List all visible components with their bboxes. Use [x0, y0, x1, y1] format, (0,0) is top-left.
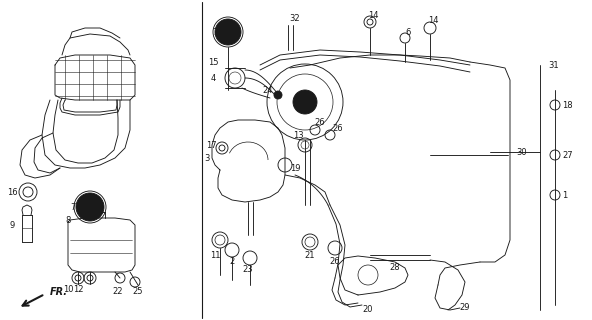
Text: 25: 25	[133, 287, 143, 297]
Text: 17: 17	[205, 140, 216, 149]
Text: 32: 32	[289, 13, 300, 22]
Text: 21: 21	[305, 251, 316, 260]
Text: 27: 27	[562, 150, 572, 159]
Text: 2: 2	[229, 258, 234, 267]
Text: 23: 23	[243, 266, 253, 275]
Text: 10: 10	[63, 285, 73, 294]
Text: 16: 16	[7, 188, 17, 196]
Text: 15: 15	[208, 58, 218, 67]
Text: 20: 20	[363, 306, 373, 315]
Text: 22: 22	[112, 286, 123, 295]
Text: 7: 7	[213, 28, 218, 36]
Text: 26: 26	[330, 258, 340, 267]
Text: 7: 7	[70, 203, 76, 212]
Circle shape	[293, 90, 317, 114]
Text: 18: 18	[562, 100, 572, 109]
Text: 19: 19	[289, 164, 300, 172]
Text: 14: 14	[368, 11, 378, 20]
Text: 1: 1	[562, 190, 567, 199]
Text: 28: 28	[390, 263, 400, 273]
Text: 6: 6	[406, 28, 411, 36]
Text: 30: 30	[517, 148, 527, 156]
Circle shape	[215, 19, 241, 45]
Text: 11: 11	[210, 251, 220, 260]
Text: 4: 4	[210, 74, 215, 83]
Text: 3: 3	[205, 154, 210, 163]
Circle shape	[76, 193, 104, 221]
Text: 26: 26	[333, 124, 343, 132]
Text: 8: 8	[65, 215, 70, 225]
Text: 24: 24	[263, 85, 274, 94]
Circle shape	[274, 91, 282, 99]
Text: 26: 26	[315, 117, 326, 126]
Text: 9: 9	[9, 220, 15, 229]
Text: 29: 29	[460, 303, 470, 313]
Text: FR.: FR.	[50, 287, 68, 297]
Text: 31: 31	[548, 60, 559, 69]
Text: 14: 14	[428, 15, 438, 25]
Text: 13: 13	[292, 131, 303, 140]
Text: 12: 12	[73, 285, 83, 294]
